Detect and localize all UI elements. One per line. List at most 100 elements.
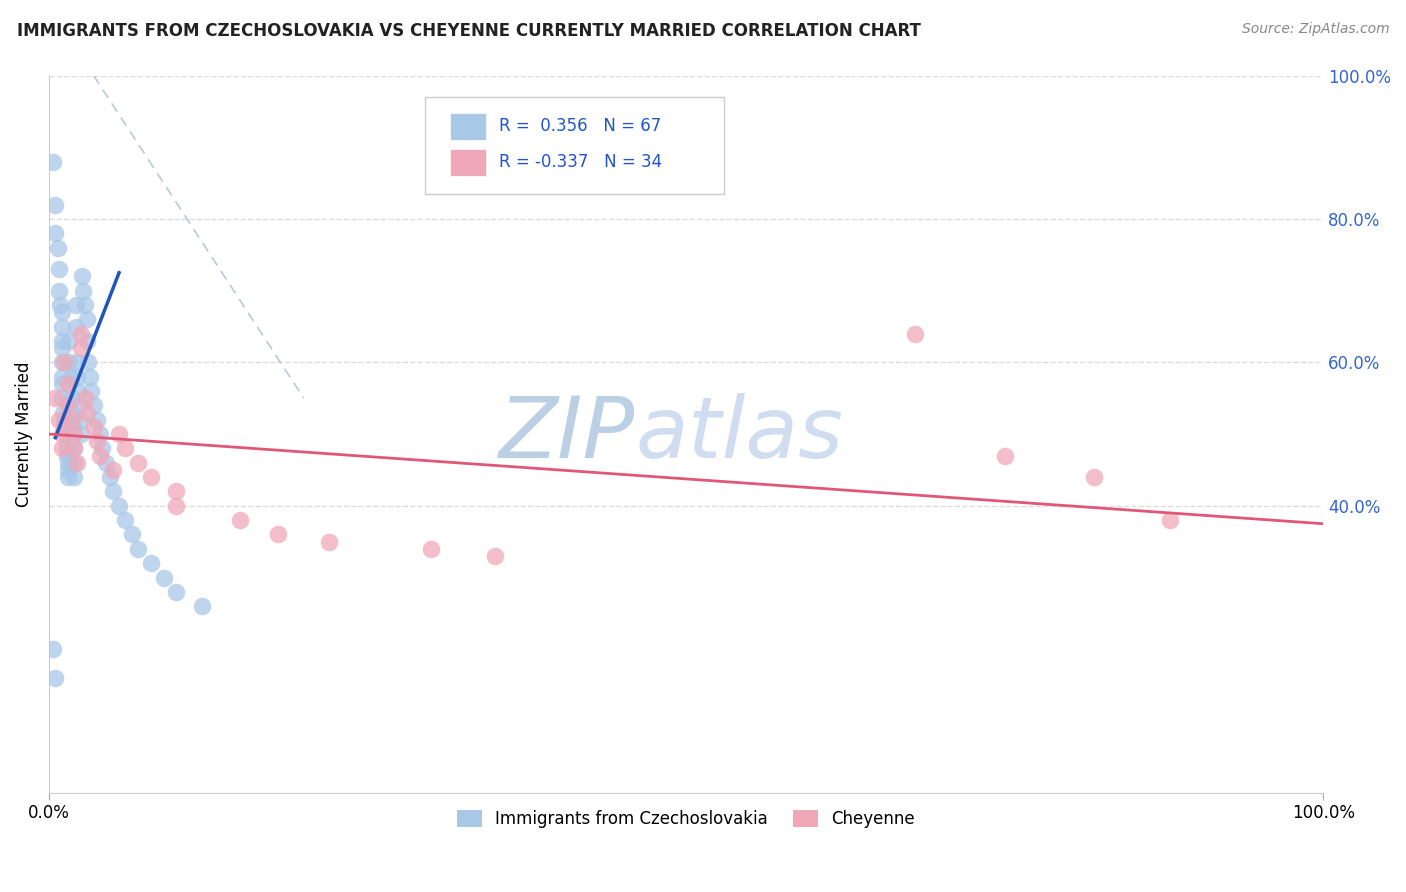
Point (51, 376, 73, 391)
Point (89, 427, 111, 442)
Point (53, 413, 76, 427)
Point (80, 384, 103, 398)
Text: Source: ZipAtlas.com: Source: ZipAtlas.com (1241, 22, 1389, 37)
Point (72, 284, 94, 298)
Point (994, 449, 1017, 463)
Point (60, 391, 83, 405)
Point (83, 420, 105, 434)
Point (56, 449, 79, 463)
Point (52, 406, 75, 420)
Point (53, 355, 76, 369)
Point (484, 549, 506, 563)
Point (139, 556, 162, 570)
Point (191, 599, 214, 614)
Point (56, 456, 79, 470)
Point (69, 427, 91, 442)
Point (70, 269, 93, 284)
Point (44, 227, 66, 241)
Point (165, 585, 187, 599)
Text: R = -0.337   N = 34: R = -0.337 N = 34 (499, 153, 662, 171)
Point (66, 456, 89, 470)
Point (66, 355, 89, 369)
Point (51, 341, 73, 355)
Point (229, 513, 252, 527)
Point (108, 499, 131, 513)
Point (91, 442, 114, 456)
Point (114, 513, 136, 527)
Point (51, 334, 73, 348)
Point (139, 470, 162, 484)
Point (51, 319, 73, 334)
Point (60, 406, 83, 420)
Point (53, 420, 76, 434)
Point (48, 413, 70, 427)
Point (73, 298, 96, 312)
Text: atlas: atlas (636, 392, 844, 475)
Point (79, 369, 101, 384)
Point (69, 398, 91, 412)
Point (267, 527, 290, 541)
Point (51, 427, 73, 442)
Point (42, 642, 65, 657)
Point (55, 427, 77, 442)
Point (56, 470, 79, 484)
Point (56, 442, 79, 456)
Point (101, 484, 124, 499)
Point (51, 355, 73, 369)
Point (59, 369, 82, 384)
Point (63, 456, 86, 470)
Point (73, 391, 96, 405)
Point (76, 406, 98, 420)
Point (48, 284, 70, 298)
Point (114, 442, 136, 456)
Point (96, 456, 118, 470)
Text: R =  0.356   N = 67: R = 0.356 N = 67 (499, 118, 661, 136)
Point (63, 442, 86, 456)
Point (121, 527, 143, 541)
Point (152, 570, 174, 584)
Point (108, 427, 131, 442)
Point (69, 413, 91, 427)
Point (318, 534, 340, 549)
Point (44, 391, 66, 405)
Point (89, 449, 111, 463)
Point (51, 305, 73, 319)
Point (127, 456, 149, 470)
FancyBboxPatch shape (425, 97, 724, 194)
Point (56, 398, 79, 412)
Point (83, 398, 105, 412)
Point (58, 355, 80, 369)
Point (86, 434, 108, 449)
Point (63, 427, 86, 442)
Point (51, 442, 73, 456)
Point (42, 154, 65, 169)
Point (56, 463, 79, 477)
Legend: Immigrants from Czechoslovakia, Cheyenne: Immigrants from Czechoslovakia, Cheyenne (450, 803, 922, 835)
Point (98, 470, 121, 484)
Point (76, 334, 98, 348)
Point (165, 499, 187, 513)
Point (51, 391, 73, 405)
Point (56, 376, 79, 391)
Point (49, 298, 72, 312)
Point (44, 197, 66, 211)
Point (76, 312, 98, 326)
Point (46, 241, 69, 255)
Point (65, 298, 87, 312)
Point (1083, 470, 1105, 484)
Point (63, 427, 86, 442)
Point (51, 369, 73, 384)
Point (58, 334, 80, 348)
Point (904, 326, 927, 341)
Point (77, 355, 100, 369)
Point (62, 420, 84, 434)
Point (66, 369, 89, 384)
Point (65, 319, 87, 334)
Point (63, 470, 86, 484)
Text: IMMIGRANTS FROM CZECHOSLOVAKIA VS CHEYENNE CURRENTLY MARRIED CORRELATION CHART: IMMIGRANTS FROM CZECHOSLOVAKIA VS CHEYEN… (17, 22, 921, 40)
Point (101, 463, 124, 477)
Point (48, 262, 70, 277)
Point (165, 484, 187, 499)
Point (86, 413, 108, 427)
Point (1159, 513, 1181, 527)
